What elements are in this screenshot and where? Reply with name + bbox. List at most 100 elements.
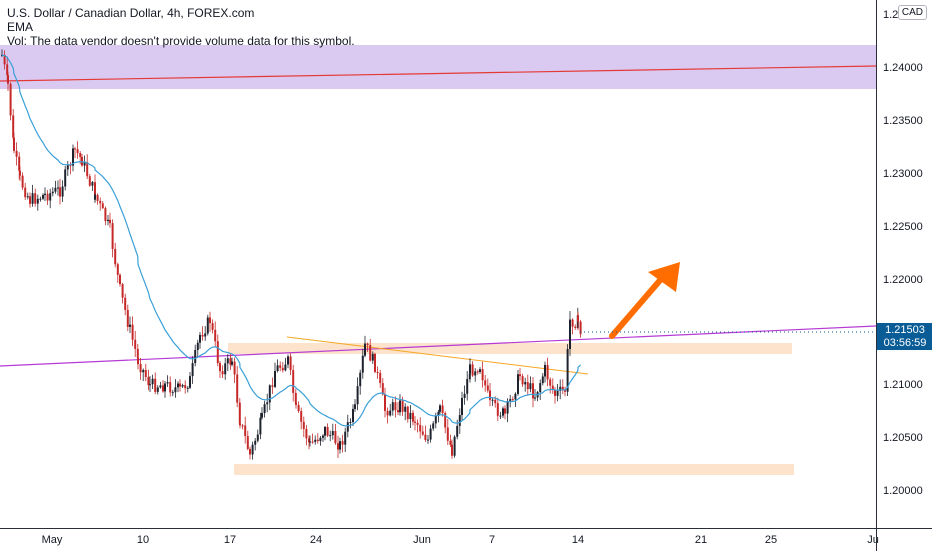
candle-body — [268, 385, 271, 403]
time-label: 17 — [223, 534, 237, 546]
candle-body — [432, 423, 435, 429]
candle-body — [559, 386, 562, 391]
volume-indicator-label[interactable]: Vol: The data vendor doesn't provide vol… — [7, 34, 355, 48]
candle-body — [233, 361, 236, 375]
candle-body — [524, 382, 527, 385]
symbol-title[interactable]: U.S. Dollar / Canadian Dollar, 4h, FOREX… — [7, 6, 255, 20]
candle-body — [274, 370, 276, 387]
candle-body — [394, 402, 397, 411]
price-label: 1.24000 — [883, 62, 923, 74]
resistance-zone[interactable] — [0, 45, 876, 89]
price-scale[interactable]: CAD 1.2 1.24000 1.23500 1.23000 1.22500 … — [876, 0, 932, 528]
candle-body — [577, 315, 579, 322]
candle-body — [39, 198, 42, 200]
candle-body — [294, 392, 297, 404]
candle-body — [292, 370, 295, 393]
candle-body — [151, 378, 154, 385]
candle-body — [532, 383, 534, 399]
candle-body — [364, 343, 366, 356]
candle-body — [36, 198, 39, 204]
candle-body — [29, 196, 31, 204]
candle-body — [116, 264, 119, 275]
candle-body — [544, 364, 546, 377]
candle-body — [479, 369, 481, 372]
candle-body — [31, 193, 34, 204]
candle-body — [69, 165, 72, 167]
middle-zone[interactable] — [228, 343, 792, 354]
time-label: May — [41, 534, 63, 546]
candle-body — [26, 196, 29, 198]
candle-body — [13, 137, 15, 151]
candle-body — [514, 393, 517, 400]
candle-body — [539, 383, 542, 393]
candle-body — [359, 372, 362, 387]
candle-body — [314, 439, 317, 442]
chart-area[interactable]: U.S. Dollar / Canadian Dollar, 4h, FOREX… — [0, 0, 876, 528]
candle-body — [124, 297, 127, 310]
candle-body — [57, 187, 59, 189]
candle-body — [42, 194, 44, 199]
candle-body — [86, 162, 89, 177]
candle-body — [241, 425, 244, 427]
candle-body — [526, 382, 529, 390]
candle-body — [579, 321, 582, 335]
price-label-top: 1.2 — [883, 9, 899, 21]
candle-body — [129, 324, 131, 327]
candle-body — [471, 364, 474, 376]
candle-body — [476, 371, 479, 373]
candle-body — [196, 342, 199, 351]
candle-body — [194, 350, 197, 364]
candle-body — [546, 364, 549, 380]
bullish-arrow[interactable] — [609, 262, 680, 339]
candle-body — [74, 148, 76, 150]
candle-body — [461, 397, 463, 416]
candle-body — [24, 187, 27, 198]
candle-body — [319, 437, 322, 442]
candle-body — [451, 444, 453, 456]
candle-body — [519, 374, 521, 377]
candle-body — [214, 329, 217, 342]
candle-body — [171, 392, 174, 394]
candle-body — [381, 383, 384, 395]
candle-body — [164, 383, 166, 392]
currency-button[interactable]: CAD — [897, 5, 927, 20]
candle-body — [324, 426, 326, 436]
candle-body — [341, 441, 344, 445]
candle-body — [414, 421, 416, 423]
purple-trendline[interactable] — [0, 325, 876, 367]
candle-body — [344, 431, 347, 445]
candle-body — [107, 219, 109, 222]
candle-body — [94, 182, 96, 200]
candle-body — [429, 428, 432, 440]
candle-body — [111, 223, 114, 249]
candle-body — [191, 363, 194, 377]
candle-body — [189, 376, 191, 388]
orange-trendline[interactable] — [286, 336, 589, 375]
candle-body — [34, 193, 37, 204]
candle-body — [281, 367, 284, 371]
candle-body — [254, 440, 257, 445]
candle-body — [458, 415, 461, 426]
candle-body — [134, 339, 137, 349]
price-label: 1.20500 — [883, 432, 923, 444]
candle-body — [216, 341, 219, 364]
red-trendline[interactable] — [0, 65, 876, 82]
candle-body — [184, 385, 187, 389]
candlesticks — [1, 49, 582, 460]
candle-body — [446, 427, 449, 441]
time-scale[interactable]: May 10 17 24 Jun 7 14 21 25 Ju — [0, 528, 879, 551]
candle-body — [147, 377, 150, 386]
chart-legend: U.S. Dollar / Canadian Dollar, 4h, FOREX… — [7, 6, 355, 48]
candle-body — [499, 415, 502, 417]
candle-body — [574, 326, 577, 328]
candle-body — [509, 399, 512, 402]
candle-body — [226, 358, 229, 364]
candle-body — [506, 401, 509, 414]
candle-body — [439, 405, 441, 412]
current-price-value: 1.21503 — [885, 324, 925, 336]
ema-indicator-label[interactable]: EMA — [7, 20, 34, 34]
support-zone[interactable] — [234, 464, 794, 475]
candle-body — [201, 334, 204, 337]
candle-body — [376, 371, 379, 373]
price-chart[interactable] — [0, 0, 876, 528]
